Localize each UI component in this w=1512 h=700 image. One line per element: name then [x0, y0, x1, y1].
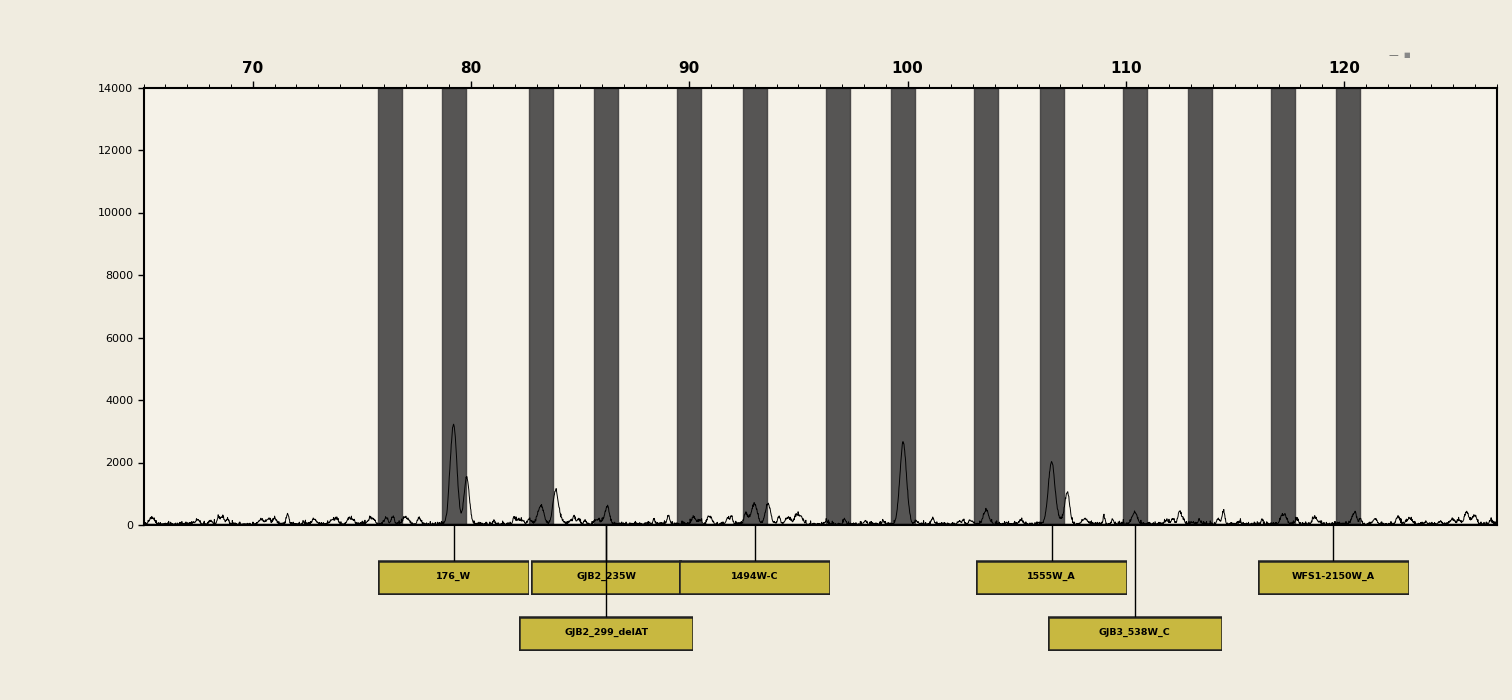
Text: 1494W-C: 1494W-C [730, 573, 779, 581]
FancyBboxPatch shape [679, 561, 830, 594]
Bar [529, 88, 553, 525]
Bar [1272, 88, 1294, 525]
Text: WFS1-2150W_A: WFS1-2150W_A [1291, 572, 1374, 582]
Bar [594, 88, 618, 525]
Bar [1040, 88, 1063, 525]
FancyBboxPatch shape [1048, 617, 1222, 650]
Text: —: — [1388, 50, 1397, 60]
FancyBboxPatch shape [531, 561, 682, 594]
FancyBboxPatch shape [977, 561, 1128, 594]
Bar [974, 88, 998, 525]
Text: GJB3_538W_C: GJB3_538W_C [1099, 628, 1170, 638]
Text: 1555W_A: 1555W_A [1027, 572, 1077, 582]
Bar [442, 88, 466, 525]
FancyBboxPatch shape [378, 561, 529, 594]
FancyBboxPatch shape [520, 617, 694, 650]
Bar [1188, 88, 1213, 525]
Text: 176_W: 176_W [435, 572, 472, 582]
Text: GJB2_299_delAT: GJB2_299_delAT [564, 628, 649, 638]
FancyBboxPatch shape [1258, 561, 1409, 594]
Text: ■: ■ [1403, 52, 1409, 58]
Bar [826, 88, 850, 525]
Bar [891, 88, 915, 525]
Bar [1337, 88, 1361, 525]
Text: GJB2_235W: GJB2_235W [576, 572, 637, 582]
Bar [677, 88, 702, 525]
Bar [378, 88, 402, 525]
Bar [1122, 88, 1146, 525]
Bar [742, 88, 767, 525]
